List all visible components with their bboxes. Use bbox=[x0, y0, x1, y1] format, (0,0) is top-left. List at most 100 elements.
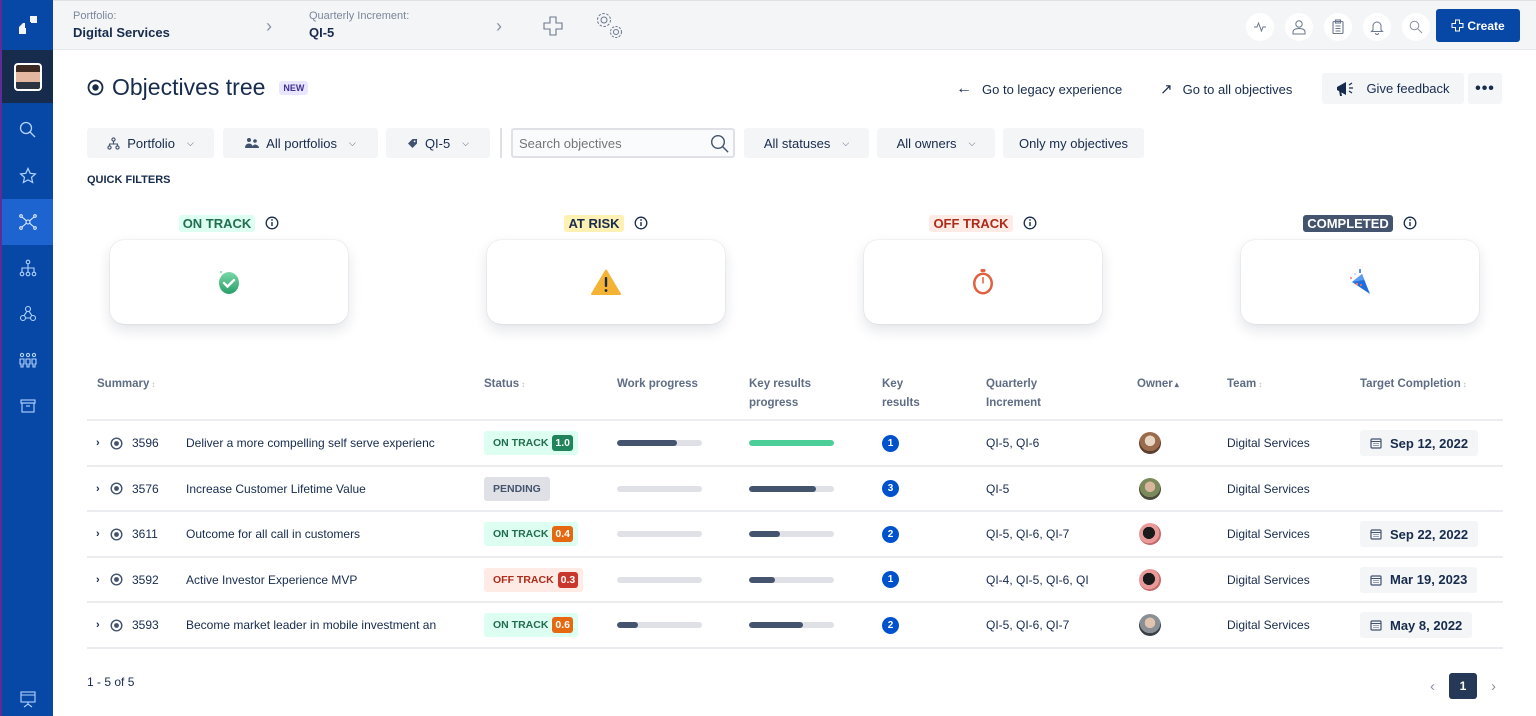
calendar-icon bbox=[1370, 620, 1382, 631]
info-icon[interactable] bbox=[1023, 216, 1037, 230]
key-results-count[interactable]: 2 bbox=[882, 525, 899, 543]
team-name: Digital Services bbox=[1227, 436, 1310, 450]
all-portfolios-dropdown[interactable]: All portfolios ⌵ bbox=[223, 128, 378, 158]
notifications-button[interactable] bbox=[1363, 13, 1391, 41]
objective-summary-link[interactable]: Deliver a more compelling self serve exp… bbox=[186, 436, 435, 450]
profile-avatar-button[interactable] bbox=[2, 50, 53, 103]
column-status[interactable]: Status ↕ bbox=[484, 378, 526, 390]
at-risk-card[interactable] bbox=[487, 240, 725, 324]
search-objectives-field[interactable] bbox=[511, 128, 735, 158]
plus-icon bbox=[1451, 19, 1464, 32]
completed-card[interactable] bbox=[1241, 240, 1479, 324]
info-icon[interactable] bbox=[634, 216, 648, 230]
settings-button[interactable] bbox=[593, 10, 627, 47]
key-results-count[interactable]: 1 bbox=[882, 571, 899, 588]
objective-id: 3576 bbox=[132, 481, 159, 496]
key-results-count[interactable]: 2 bbox=[882, 616, 899, 634]
sidebar-item-hierarchy[interactable] bbox=[2, 245, 53, 291]
status-filter-dropdown[interactable]: All statuses ⌵ bbox=[744, 128, 869, 158]
column-key-results: Key results bbox=[882, 378, 920, 409]
objective-target-icon bbox=[87, 79, 104, 96]
profile-button[interactable] bbox=[1285, 13, 1313, 41]
column-summary[interactable]: Summary ↕ bbox=[97, 378, 156, 390]
increment-dropdown[interactable]: QI-5 ⌵ bbox=[386, 128, 490, 158]
table-row[interactable]: › 3611 Outcome for all call in customers… bbox=[87, 512, 1503, 558]
key-results-count[interactable]: 3 bbox=[882, 480, 899, 497]
app-logo[interactable] bbox=[2, 0, 53, 50]
sidebar-item-search[interactable] bbox=[2, 107, 53, 153]
owner-avatar[interactable] bbox=[1139, 568, 1161, 591]
sort-ascending-icon: ▴ bbox=[1174, 380, 1179, 389]
page-1-button[interactable]: 1 bbox=[1449, 673, 1477, 699]
owner-filter-dropdown[interactable]: All owners ⌵ bbox=[877, 128, 995, 158]
table-row[interactable]: › 3596 Deliver a more compelling self se… bbox=[87, 421, 1503, 467]
search-icon[interactable] bbox=[710, 134, 730, 154]
expand-row-toggle[interactable]: › bbox=[96, 558, 100, 602]
create-button[interactable]: Create bbox=[1436, 9, 1520, 42]
sort-icon: ↕ bbox=[1462, 380, 1467, 389]
give-feedback-button[interactable]: Give feedback bbox=[1322, 73, 1464, 104]
info-icon[interactable] bbox=[1403, 216, 1417, 230]
score-badge: 0.4 bbox=[552, 526, 574, 542]
column-target-completion[interactable]: Target Completion ↕ bbox=[1360, 378, 1467, 390]
pagination: ‹ 1 › bbox=[1430, 673, 1496, 699]
off-track-card[interactable] bbox=[864, 240, 1102, 324]
owner-avatar[interactable] bbox=[1139, 477, 1161, 500]
more-actions-button[interactable]: ••• bbox=[1468, 73, 1502, 104]
owner-avatar[interactable] bbox=[1139, 523, 1161, 545]
sidebar-item-objectives[interactable] bbox=[2, 199, 53, 245]
only-my-objectives-toggle[interactable]: Only my objectives bbox=[1003, 128, 1144, 158]
table-row[interactable]: › 3592 Active Investor Experience MVP OF… bbox=[87, 558, 1503, 603]
objective-id: 3611 bbox=[132, 527, 158, 541]
breadcrumb-portfolio[interactable]: Portfolio: Digital Services bbox=[73, 10, 170, 40]
key-results-progress-bar bbox=[749, 558, 834, 602]
table-header: Summary ↕ Status ↕ Work progress Key resul… bbox=[87, 366, 1503, 421]
sidebar-item-starred[interactable] bbox=[2, 153, 53, 199]
objective-summary-link[interactable]: Become market leader in mobile investmen… bbox=[186, 618, 437, 632]
activity-button[interactable] bbox=[1246, 13, 1274, 41]
sidebar-item-people[interactable] bbox=[2, 337, 53, 383]
key-results-count[interactable]: 1 bbox=[882, 434, 899, 452]
all-objectives-link[interactable]: ↗ Go to all objectives bbox=[1160, 80, 1292, 98]
legacy-link-label: Go to legacy experience bbox=[982, 81, 1123, 97]
sidebar-item-presentation[interactable] bbox=[2, 690, 53, 708]
breadcrumb-increment[interactable]: Quarterly Increment: QI-5 bbox=[309, 10, 409, 40]
party-popper-icon bbox=[1350, 269, 1370, 294]
expand-row-toggle[interactable]: › bbox=[96, 603, 100, 647]
objective-summary-link[interactable]: Active Investor Experience MVP bbox=[186, 572, 358, 587]
owner-avatar[interactable] bbox=[1139, 614, 1161, 636]
sidebar-item-archive[interactable] bbox=[2, 383, 53, 429]
target-date-chip[interactable]: Sep 22, 2022 bbox=[1360, 521, 1479, 547]
expand-row-toggle[interactable]: › bbox=[96, 421, 100, 465]
column-owner[interactable]: Owner ▴ bbox=[1137, 378, 1179, 390]
owner-avatar[interactable] bbox=[1139, 432, 1161, 454]
column-team[interactable]: Team ↕ bbox=[1227, 378, 1263, 390]
objective-summary-link[interactable]: Increase Customer Lifetime Value bbox=[186, 481, 366, 496]
legacy-experience-link[interactable]: ← Go to legacy experience bbox=[956, 80, 1122, 98]
key-results-progress-bar bbox=[749, 421, 834, 465]
target-date-chip[interactable]: Mar 19, 2023 bbox=[1360, 566, 1478, 593]
chevron-down-icon: ⌵ bbox=[462, 137, 470, 148]
search-objectives-input[interactable] bbox=[519, 135, 709, 151]
search-button[interactable] bbox=[1402, 13, 1430, 41]
add-button[interactable] bbox=[542, 15, 564, 42]
on-track-card[interactable] bbox=[110, 240, 348, 324]
table-row[interactable]: › 3576 Increase Customer Lifetime Value … bbox=[87, 467, 1503, 512]
expand-row-toggle[interactable]: › bbox=[96, 467, 100, 511]
sort-icon: ↕ bbox=[521, 380, 526, 389]
tag-icon bbox=[407, 138, 417, 148]
only-mine-label: Only my objectives bbox=[1018, 135, 1129, 151]
table-row[interactable]: › 3593 Become market leader in mobile in… bbox=[87, 603, 1503, 649]
info-icon[interactable] bbox=[265, 216, 279, 230]
objective-summary-link[interactable]: Outcome for all call in customers bbox=[186, 527, 361, 541]
presentation-icon bbox=[19, 691, 36, 708]
target-date-chip[interactable]: Sep 12, 2022 bbox=[1360, 430, 1479, 456]
portfolio-level-dropdown[interactable]: Portfolio ⌵ bbox=[87, 128, 214, 158]
sidebar-item-teams[interactable] bbox=[2, 291, 53, 337]
next-page-button[interactable]: › bbox=[1491, 677, 1496, 695]
previous-page-button[interactable]: ‹ bbox=[1430, 677, 1435, 695]
target-date-chip[interactable]: May 8, 2022 bbox=[1360, 612, 1473, 638]
score-badge: 0.3 bbox=[557, 571, 579, 588]
expand-row-toggle[interactable]: › bbox=[96, 512, 100, 556]
clipboard-button[interactable] bbox=[1324, 13, 1352, 41]
